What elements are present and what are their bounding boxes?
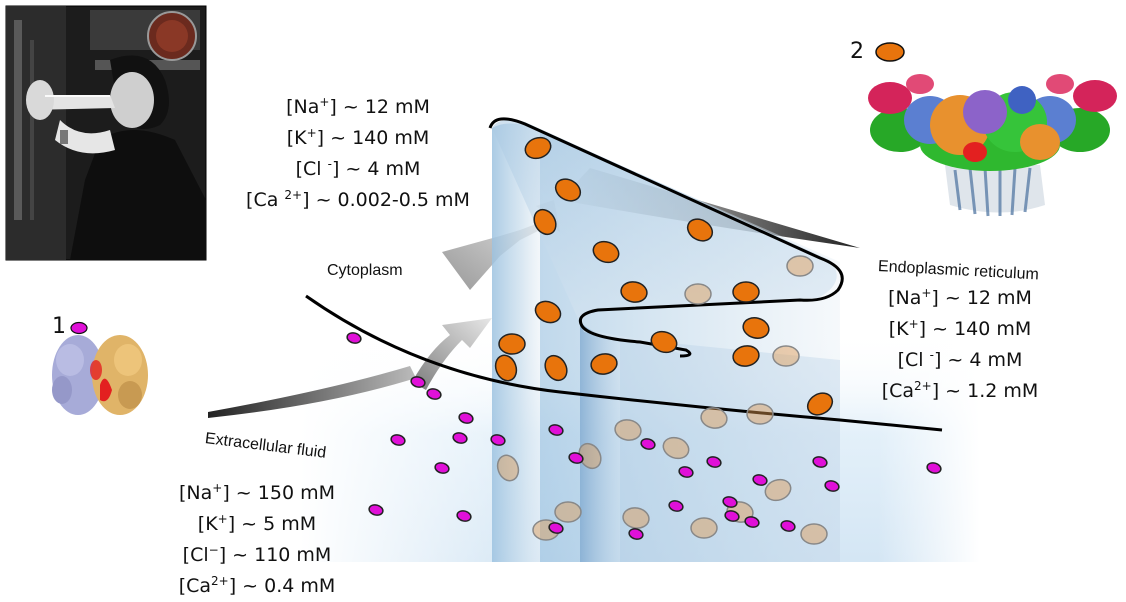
ion [496,454,520,482]
ion [640,438,656,450]
ion [498,333,526,355]
ion [800,523,828,545]
er-ca: [Ca2+] ~ 1.2 mM [881,379,1039,402]
er-calcium-ions [494,136,834,416]
ion [764,478,792,502]
ion [628,528,644,540]
marker-2: 2 [850,39,864,64]
ion [772,345,800,367]
ion [524,136,552,160]
ion [490,434,506,446]
label-cytoplasm: Cytoplasm [327,262,403,279]
ion [678,466,694,478]
ion [346,332,362,344]
ion [622,507,650,529]
ion [548,522,564,534]
ion [390,434,406,446]
ion [544,354,568,382]
ion [700,407,728,429]
ext-na: [Na+] ~ 150 mM [179,481,335,504]
ion [732,281,760,303]
scientist-photo [5,5,207,261]
cytoplasm-concentrations: [Na+] ~ 12 mM [K+] ~ 140 mM [Cl -] ~ 4 m… [228,92,488,216]
ion [620,281,648,303]
ion [494,354,518,382]
ion [806,392,834,416]
ion [456,510,472,522]
ion [706,456,722,468]
ion [686,218,714,242]
ext-k: [K+] ~ 5 mM [197,512,317,535]
extracellular-concentrations: [Na+] ~ 150 mM [K+] ~ 5 mM [Cl−] ~ 110 m… [152,478,362,602]
ion [426,388,442,400]
er-k: [K+] ~ 140 mM [888,317,1032,340]
cyto-cl: [Cl -] ~ 4 mM [295,157,421,180]
er-na: [Na+] ~ 12 mM [888,286,1032,309]
legend-orange-ion [875,42,905,62]
er-concentrations: [Na+] ~ 12 mM [K+] ~ 140 mM [Cl -] ~ 4 m… [862,283,1058,407]
ion [742,317,770,339]
ion [744,516,760,528]
ion [786,255,814,277]
ion [568,452,584,464]
marker-1: 1 [52,314,66,339]
plasma-membrane [305,294,943,432]
ion [434,462,450,474]
er-membrane-column-inner [580,318,620,562]
ion [590,353,618,375]
legend-magenta-ion [70,321,88,335]
cyto-ca: [Ca 2+] ~ 0.002-0.5 mM [246,188,470,211]
ion [780,520,796,532]
ion [458,412,474,424]
extracellular-gradient-wedge [208,366,416,418]
ion [534,300,562,324]
ion [722,496,738,508]
protein-structure-2 [868,74,1117,217]
ion [592,240,620,264]
arrow-extracellular-to-cytoplasm [412,318,492,390]
ion [824,480,840,492]
ion [812,456,828,468]
ion [368,504,384,516]
ion [668,500,684,512]
ion [650,330,678,354]
ion [410,376,426,388]
ion [746,403,774,425]
cyto-k: [K+] ~ 140 mM [286,126,430,149]
protein-structure-1 [52,335,148,415]
ion [690,517,718,539]
er-cl: [Cl -] ~ 4 mM [897,348,1023,371]
ion [554,501,582,523]
ion [724,510,740,522]
faded-ions [496,255,828,545]
ion [684,283,712,305]
ion [752,474,768,486]
ion [548,424,564,436]
ion [452,432,468,444]
ion [614,419,642,441]
extracellular-ions [346,332,942,540]
ion [662,436,690,460]
ext-cl: [Cl−] ~ 110 mM [182,543,332,566]
ion [732,345,760,367]
ion [926,462,942,474]
cyto-na: [Na+] ~ 12 mM [286,95,430,118]
ion [533,208,557,236]
ion [554,178,582,202]
ext-ca: [Ca2+] ~ 0.4 mM [178,574,336,597]
